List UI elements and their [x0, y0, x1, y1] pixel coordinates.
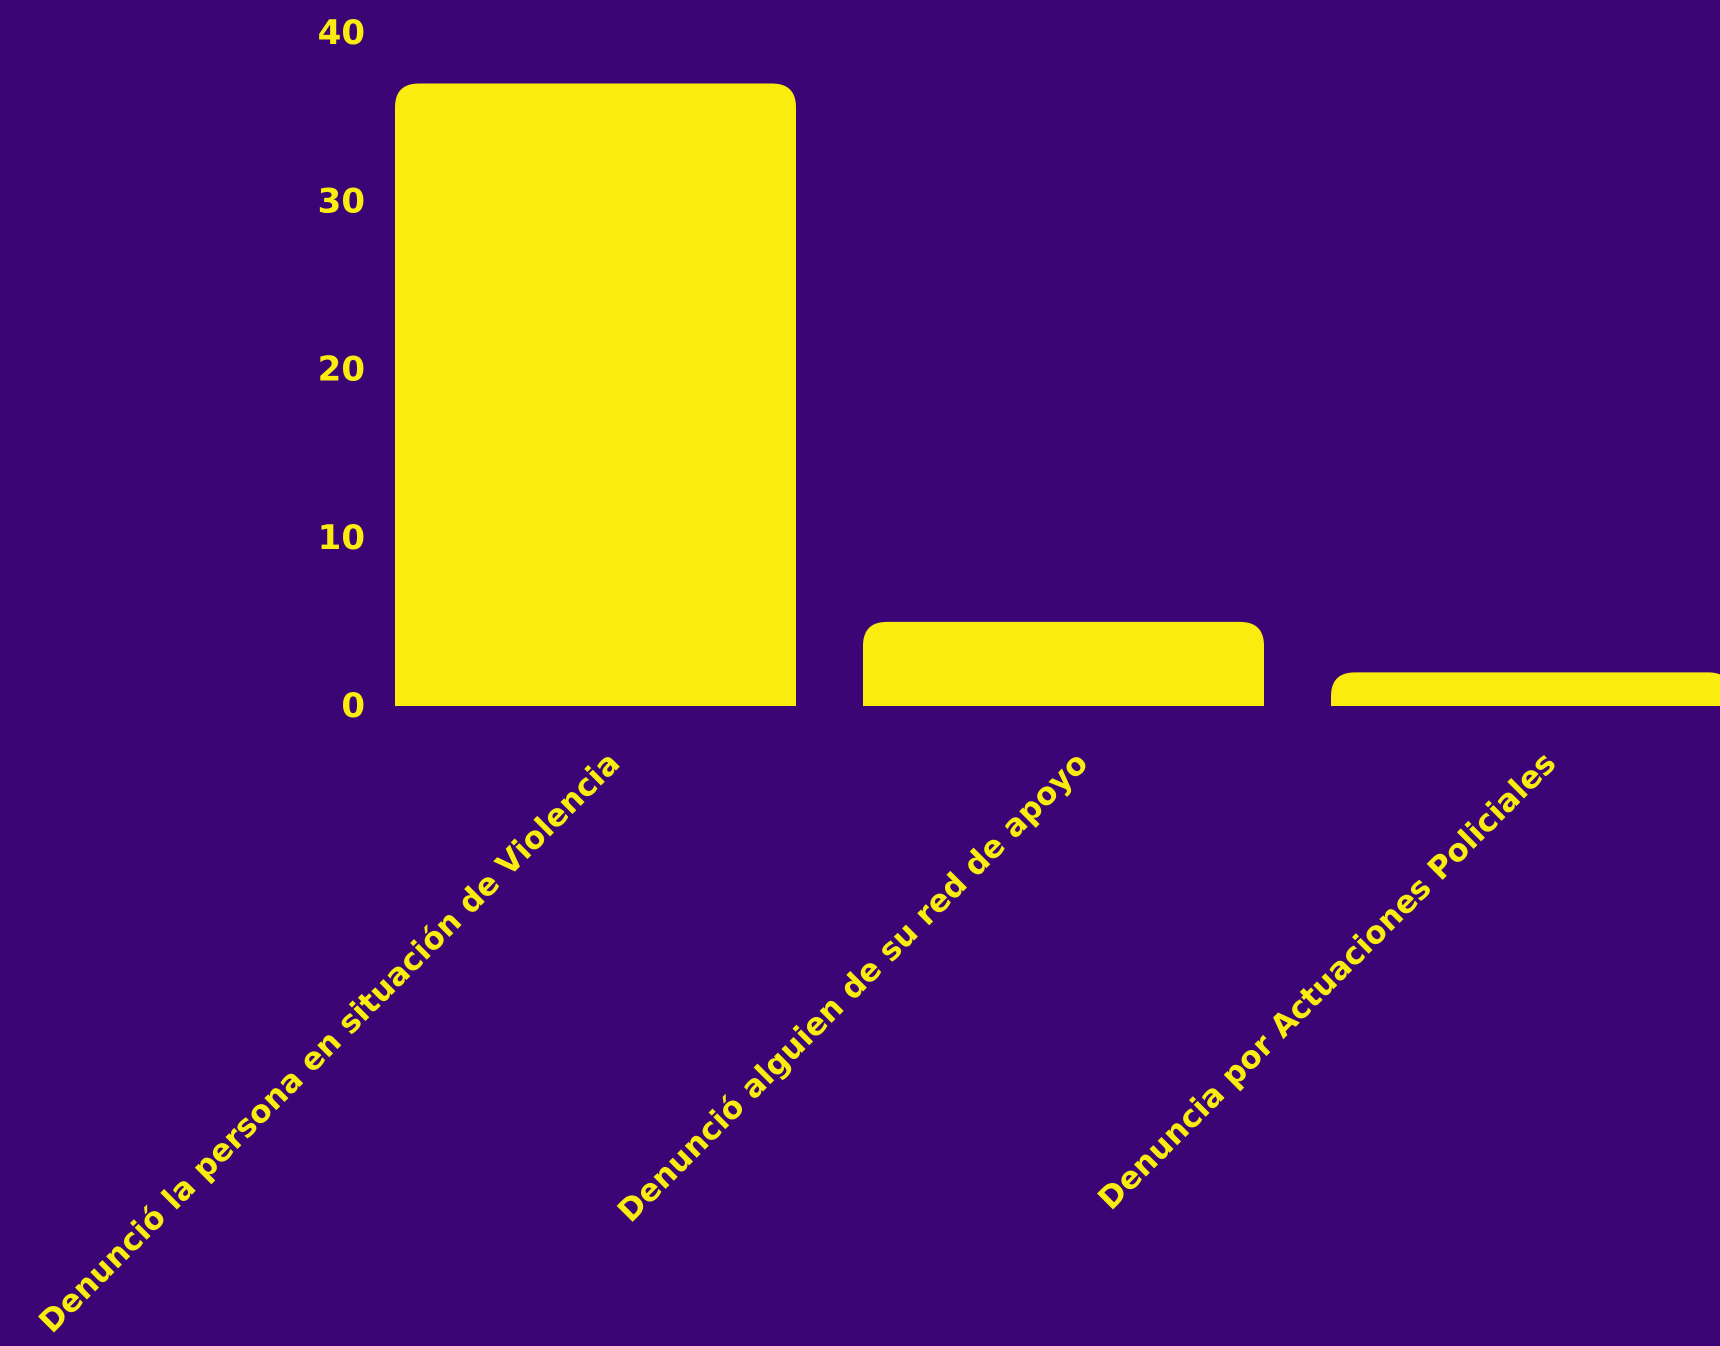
y-tick-label: 30 — [318, 181, 365, 221]
bars — [395, 83, 1720, 707]
bar — [395, 83, 796, 707]
y-tick-label: 10 — [318, 518, 365, 558]
y-tick-label: 20 — [318, 350, 365, 390]
bar — [863, 621, 1264, 706]
bar — [1331, 672, 1720, 706]
y-tick-label: 40 — [318, 13, 365, 53]
y-tick-label: 0 — [341, 686, 365, 726]
y-axis-ticks: 0 10 20 30 40 — [318, 13, 365, 726]
x-category-label: Denunció alguien de su red de apoyo — [611, 745, 1095, 1229]
x-category-label: Denunció la persona en situación de Viol… — [32, 745, 627, 1340]
x-axis-labels: Denunció la persona en situación de Viol… — [32, 745, 1563, 1340]
x-category-label: Denuncia por Actuaciones Policiales — [1091, 745, 1563, 1217]
